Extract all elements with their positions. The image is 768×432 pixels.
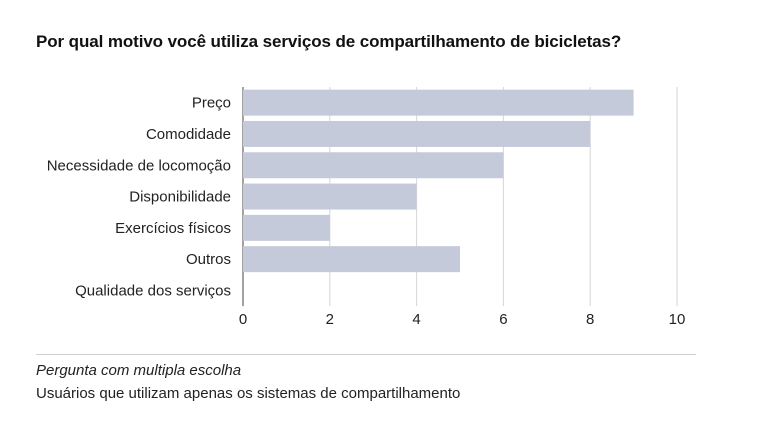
x-tick-labels: 0 2 4 6 8 10: [239, 311, 686, 328]
category-label: Comodidade: [146, 126, 231, 143]
category-label: Exercícios físicos: [115, 220, 231, 237]
x-tick-label: 2: [326, 311, 334, 328]
x-tick-label: 10: [669, 311, 686, 328]
bar: [243, 246, 460, 273]
category-label: Necessidade de locomoção: [47, 157, 231, 174]
bar: [243, 89, 634, 116]
bar-chart: Preço Comodidade Necessidade de locomoção D…: [47, 87, 686, 328]
chart-title: Por qual motivo você utiliza serviços de…: [36, 32, 622, 51]
bar: [243, 120, 591, 147]
bars: [243, 89, 634, 273]
footer-divider: [36, 354, 696, 355]
category-label: Qualidade dos serviços: [75, 282, 231, 299]
bar: [243, 214, 330, 241]
category-labels: Preço Comodidade Necessidade de locomoção D…: [47, 95, 231, 300]
category-label: Outros: [186, 251, 231, 268]
x-tick-label: 6: [499, 311, 507, 328]
category-label: Disponibilidade: [129, 189, 231, 206]
bar: [243, 183, 417, 210]
question-type-note: Pergunta com multipla escolha: [36, 362, 242, 379]
x-tick-label: 0: [239, 311, 247, 328]
bar: [243, 152, 504, 179]
category-label: Preço: [192, 95, 231, 112]
x-tick-label: 8: [586, 311, 594, 328]
x-tick-label: 4: [412, 311, 420, 328]
audience-note: Usuários que utilizam apenas os sistemas…: [36, 385, 461, 402]
